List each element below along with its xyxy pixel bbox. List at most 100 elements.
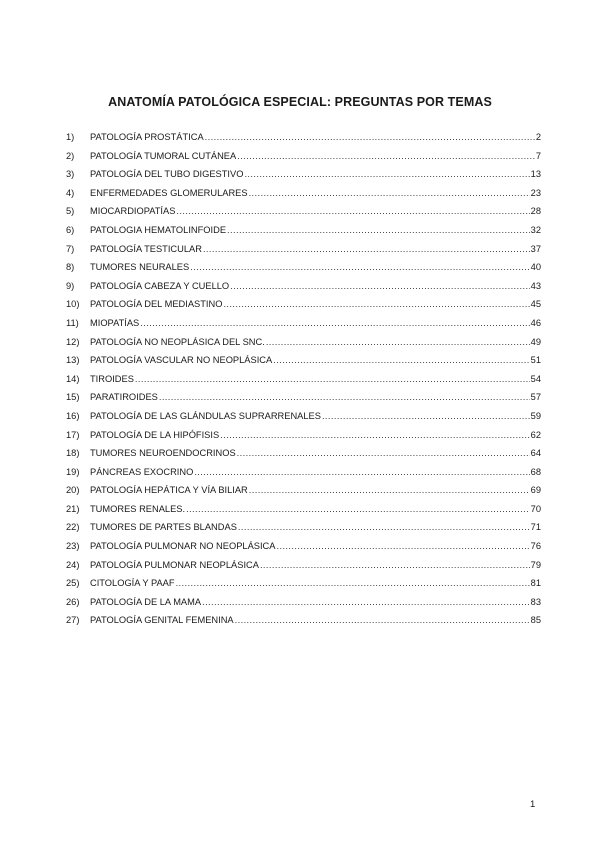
toc-entry-label: PATOLOGÍA NO NEOPLÁSICA DEL SNC. <box>90 336 265 347</box>
toc-entry[interactable]: 7) PATOLOGÍA TESTICULAR 37 <box>66 244 541 263</box>
toc-entry-label: TUMORES DE PARTES BLANDAS <box>90 522 237 533</box>
toc-entry[interactable]: 27) PATOLOGÍA GENITAL FEMENINA 85 <box>66 615 541 634</box>
toc-entry-label: PATOLOGÍA DEL MEDIASTINO <box>90 299 223 310</box>
toc-entry[interactable]: 23) PATOLOGÍA PULMONAR NO NEOPLÁSICA 76 <box>66 541 541 560</box>
toc-entry-page: 83 <box>530 596 541 607</box>
toc-entry-label: PÁNCREAS EXOCRINO <box>90 466 194 477</box>
toc-entry[interactable]: 21) TUMORES RENALES. 70 <box>66 504 541 523</box>
toc-entry-number: 23) <box>66 541 80 552</box>
dot-leader <box>249 485 530 495</box>
toc-entry-page: 40 <box>530 262 541 273</box>
toc-entry-number: 1) <box>66 132 75 142</box>
toc-entry[interactable]: 17) PATOLOGÍA DE LA HIPÓFISIS 62 <box>66 430 541 449</box>
toc-entry-number: 6) <box>66 224 75 235</box>
toc-entry-label: MIOCARDIOPATÍAS <box>90 206 176 217</box>
toc-entry-page: 7 <box>535 150 541 161</box>
toc-entry[interactable]: 11) MIOPATÍAS 46 <box>66 318 541 337</box>
toc-entry-page: 2 <box>535 132 541 142</box>
toc-entry-label: PATOLOGÍA PULMONAR NEOPLÁSICA <box>90 559 259 570</box>
toc-entry-page: 46 <box>530 317 541 328</box>
dot-leader <box>190 262 529 272</box>
dot-leader <box>238 522 530 532</box>
dot-leader <box>249 188 530 198</box>
toc-entry-page: 45 <box>530 299 541 310</box>
dot-leader <box>202 597 530 607</box>
toc-entry-number: 25) <box>66 578 80 589</box>
toc-entry-label: PATOLOGÍA HEPÁTICA Y VÍA BILIAR <box>90 485 248 496</box>
toc-entry[interactable]: 18) TUMORES NEUROENDOCRINOS 64 <box>66 448 541 467</box>
dot-leader <box>159 392 530 402</box>
toc-entry-label: PATOLOGÍA GENITAL FEMENINA <box>90 615 234 626</box>
toc-entry[interactable]: 24) PATOLOGÍA PULMONAR NEOPLÁSICA 79 <box>66 560 541 579</box>
dot-leader <box>227 225 530 235</box>
toc-entry[interactable]: 4) ENFERMEDADES GLOMERULARES 23 <box>66 188 541 207</box>
toc-entry[interactable]: 9) PATOLOGÍA CABEZA Y CUELLO 43 <box>66 281 541 300</box>
toc-entry-number: 19) <box>66 466 80 477</box>
toc-entry[interactable]: 26) PATOLOGÍA DE LA MAMA 83 <box>66 597 541 616</box>
toc-entry-number: 4) <box>66 187 75 198</box>
toc-entry-number: 13) <box>66 355 80 366</box>
toc-entry[interactable]: 8) TUMORES NEURALES 40 <box>66 262 541 281</box>
toc-entry-page: 81 <box>530 578 541 589</box>
toc-entry-page: 79 <box>530 559 541 570</box>
dot-leader <box>176 578 530 588</box>
toc-entry-label: TUMORES NEUROENDOCRINOS <box>90 448 236 459</box>
toc-entry-number: 7) <box>66 243 75 254</box>
toc-entry[interactable]: 12) PATOLOGÍA NO NEOPLÁSICA DEL SNC. 49 <box>66 337 541 356</box>
toc-entry[interactable]: 5) MIOCARDIOPATÍAS 28 <box>66 206 541 225</box>
toc-entry-number: 10) <box>66 299 80 310</box>
toc-entry[interactable]: 2) PATOLOGÍA TUMORAL CUTÁNEA 7 <box>66 151 541 170</box>
toc-entry-number: 3) <box>66 169 75 180</box>
toc-entry-label: ENFERMEDADES GLOMERULARES <box>90 187 248 198</box>
toc-entry[interactable]: 15) PARATIROIDES 57 <box>66 392 541 411</box>
toc-entry-number: 11) <box>66 317 79 328</box>
toc-entry-page: 49 <box>530 336 541 347</box>
toc-entry-number: 26) <box>66 596 80 607</box>
toc-entry[interactable]: 6) PATOLOGIA HEMATOLINFOIDE 32 <box>66 225 541 244</box>
dot-leader <box>266 337 530 347</box>
toc-entry[interactable]: 16) PATOLOGÍA DE LAS GLÁNDULAS SUPRARRENA… <box>66 411 541 430</box>
dot-leader <box>140 318 529 328</box>
toc-entry-number: 27) <box>66 615 80 626</box>
dot-leader <box>205 132 535 142</box>
toc-entry-number: 17) <box>66 429 80 440</box>
toc-entry-page: 85 <box>530 615 541 626</box>
toc-entry-label: PATOLOGÍA PULMONAR NO NEOPLÁSICA <box>90 541 276 552</box>
dot-leader <box>244 169 529 179</box>
toc-entry[interactable]: 22) TUMORES DE PARTES BLANDAS 71 <box>66 522 541 541</box>
toc-entry-page: 76 <box>530 541 541 552</box>
toc-entry-label: TIROIDES <box>90 373 134 384</box>
toc-entry-label: MIOPATÍAS <box>90 317 140 328</box>
document-title: ANATOMÍA PATOLÓGICA ESPECIAL: PREGUNTAS … <box>108 95 492 109</box>
dot-leader <box>186 504 530 514</box>
toc-entry-number: 16) <box>66 410 80 421</box>
toc-entry-label: PATOLOGÍA DE LA HIPÓFISIS <box>90 429 220 440</box>
toc-entry-label: PATOLOGÍA VASCULAR NO NEOPLÁSICA <box>90 355 273 366</box>
toc-entry[interactable]: 3) PATOLOGÍA DEL TUBO DIGESTIVO 13 <box>66 169 541 188</box>
dot-leader <box>260 560 530 570</box>
toc-entry-label: PATOLOGIA HEMATOLINFOIDE <box>90 224 227 235</box>
dot-leader <box>230 281 529 291</box>
toc-entry[interactable]: 1) PATOLOGÍA PROSTÁTICA 2 <box>66 132 541 151</box>
toc-entry[interactable]: 19) PÁNCREAS EXOCRINO 68 <box>66 467 541 486</box>
toc-entry-page: 37 <box>530 243 541 254</box>
toc-entry[interactable]: 25) CITOLOGÍA Y PAAF 81 <box>66 578 541 597</box>
toc-entry[interactable]: 14) TIROIDES 54 <box>66 374 541 393</box>
toc-entry-label: PATOLOGÍA DEL TUBO DIGESTIVO <box>90 169 244 180</box>
toc-entry-label: PATOLOGÍA DE LA MAMA <box>90 596 202 607</box>
toc-entry[interactable]: 13) PATOLOGÍA VASCULAR NO NEOPLÁSICA 51 <box>66 355 541 374</box>
dot-leader <box>237 151 535 161</box>
dot-leader <box>322 411 530 421</box>
toc-entry[interactable]: 10) PATOLOGÍA DEL MEDIASTINO 45 <box>66 299 541 318</box>
toc-entry-label: CITOLOGÍA Y PAAF <box>90 578 175 589</box>
toc-entry-number: 21) <box>66 503 80 514</box>
toc-entry-page: 64 <box>530 448 541 459</box>
toc-entry-number: 5) <box>66 206 75 217</box>
toc-entry-page: 51 <box>530 355 541 366</box>
toc-entry-label: PATOLOGÍA DE LAS GLÁNDULAS SUPRARRENALES <box>90 410 321 421</box>
dot-leader <box>276 541 529 551</box>
toc-entry-label: PATOLOGÍA PROSTÁTICA <box>90 132 204 142</box>
dot-leader <box>273 355 529 365</box>
toc-entry-label: PARATIROIDES <box>90 392 158 403</box>
toc-entry[interactable]: 20) PATOLOGÍA HEPÁTICA Y VÍA BILIAR 69 <box>66 485 541 504</box>
